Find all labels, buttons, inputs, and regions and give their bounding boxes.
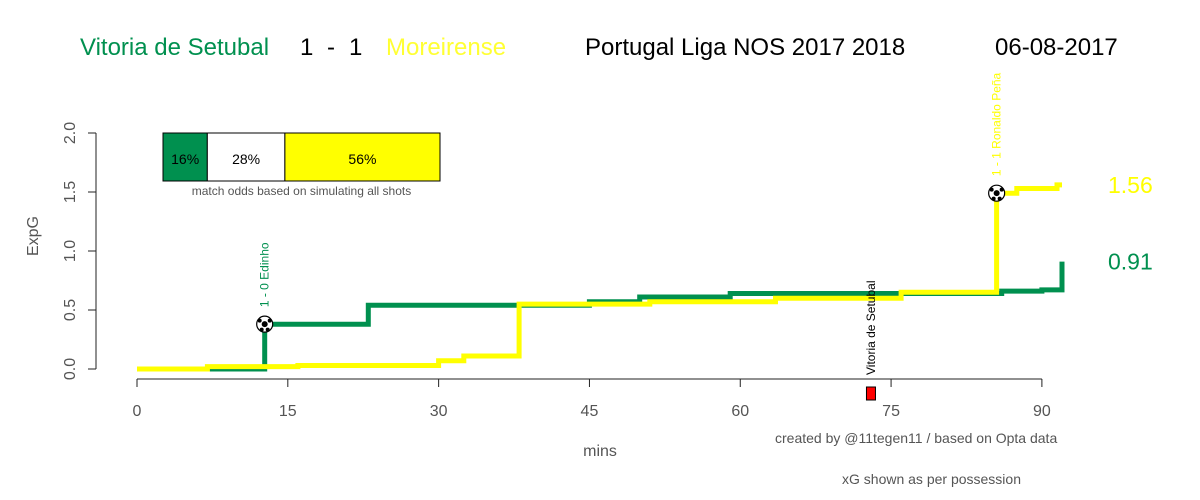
score-separator: -: [327, 34, 335, 61]
ball-patch: [999, 187, 1004, 192]
x-axis-title: mins: [583, 443, 617, 460]
home-score: 1: [300, 34, 314, 61]
ball-patch: [993, 190, 1000, 197]
ball-patch: [991, 196, 996, 201]
y-tick-label: 2.0: [62, 122, 79, 144]
possession-note: xG shown as per possession: [842, 471, 1021, 487]
y-tick-label: 0.5: [62, 299, 79, 321]
away-team-name: Moreirense: [386, 34, 507, 61]
y-tick-label: 1.0: [62, 240, 79, 262]
x-tick-label: 0: [133, 403, 142, 420]
away-xg-line: [137, 182, 1062, 372]
home-team-name: Vitoria de Setubal: [80, 34, 270, 61]
y-tick-label: 1.5: [62, 181, 79, 203]
odds-draw-label: 28%: [232, 151, 260, 167]
match-events: 1 - 0 Edinho 1 - 1 Ronaldo Peña Vitoria de…: [256, 72, 1006, 401]
odds-home-label: 16%: [171, 151, 199, 167]
ball-patch: [267, 318, 272, 323]
x-tick-label: 15: [279, 403, 297, 420]
ball-patch: [257, 318, 262, 323]
goal-label: 1 - 1 Ronaldo Peña: [990, 72, 1004, 176]
card-label: Vitoria de Setubal: [864, 280, 878, 375]
odds-caption: match odds based on simulating all shots: [192, 184, 411, 198]
y-tick-label: 0.0: [62, 358, 79, 380]
ball-patch: [265, 327, 270, 332]
goal-ball-icon: [988, 184, 1006, 202]
goal-ball-icon: [256, 315, 274, 333]
x-tick-label: 60: [731, 403, 749, 420]
x-tick-label: 75: [882, 403, 900, 420]
match-date: 06-08-2017: [995, 34, 1118, 61]
odds-away-label: 56%: [348, 151, 376, 167]
goal-label: 1 - 0 Edinho: [258, 242, 272, 307]
odds-away-segment: [284, 132, 441, 182]
ball-patch: [989, 187, 994, 192]
competition-title: Portugal Liga NOS 2017 2018: [585, 34, 906, 61]
odds-home-segment: [162, 132, 208, 182]
red-card-icon: [865, 386, 876, 401]
home-final-xg-label: 0.91: [1108, 249, 1153, 275]
match-odds-box: 16% 28% 56% match odds based on simulating …: [162, 132, 441, 198]
x-tick-label: 90: [1033, 403, 1051, 420]
chart-axes: 0 15 30 45 60 75 90 mins 0.0 0.5 1.0 1.5 2.0 ExpG: [25, 122, 1051, 460]
x-tick-label: 30: [430, 403, 448, 420]
ball-patch: [259, 327, 264, 332]
ball-patch: [261, 321, 268, 328]
y-axis-title: ExpG: [25, 216, 42, 256]
away-score: 1: [349, 34, 363, 61]
away-final-xg-label: 1.56: [1108, 172, 1153, 198]
home-xg-line: [137, 261, 1065, 372]
x-tick-label: 45: [581, 403, 599, 420]
xg-series-lines: 0.91 1.56: [137, 172, 1153, 372]
credit-text: created by @11tegen11 / based on Opta da…: [775, 430, 1058, 446]
ball-patch: [997, 196, 1002, 201]
odds-draw-segment: [206, 132, 286, 182]
